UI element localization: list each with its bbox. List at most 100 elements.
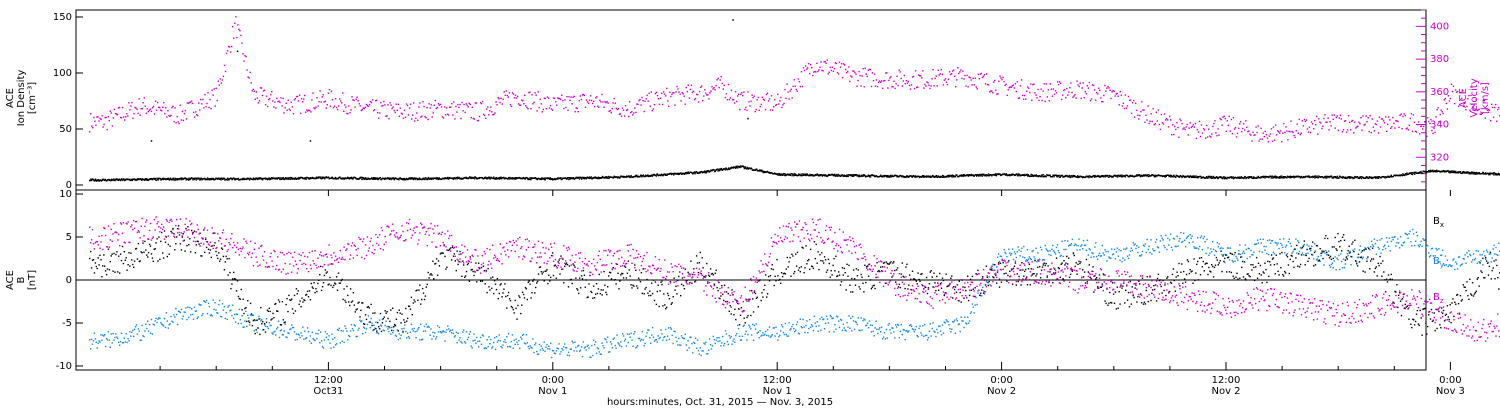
velocity-point bbox=[712, 88, 714, 90]
velocity-point bbox=[401, 113, 404, 115]
by-point bbox=[371, 322, 373, 324]
velocity-point bbox=[861, 75, 863, 77]
density-point bbox=[399, 177, 402, 179]
density-point bbox=[180, 179, 182, 181]
velocity-point bbox=[323, 101, 325, 103]
velocity-point bbox=[439, 103, 442, 106]
velocity-point bbox=[357, 100, 359, 102]
velocity-point bbox=[1107, 85, 1109, 88]
density-point bbox=[551, 179, 554, 181]
velocity-point bbox=[292, 113, 295, 115]
velocity-point bbox=[589, 95, 592, 97]
density-point bbox=[1138, 174, 1141, 176]
velocity-point bbox=[1430, 118, 1432, 121]
density-point bbox=[495, 176, 498, 179]
velocity-point bbox=[186, 102, 189, 104]
by-point bbox=[290, 328, 292, 330]
velocity-point bbox=[625, 109, 628, 112]
velocity-point bbox=[974, 77, 976, 79]
velocity-point bbox=[994, 79, 996, 82]
by-point bbox=[522, 333, 525, 336]
velocity-point bbox=[405, 103, 408, 105]
velocity-point bbox=[125, 116, 127, 118]
density-point bbox=[469, 176, 471, 178]
density-point bbox=[824, 175, 826, 177]
density-point bbox=[901, 176, 903, 178]
by-point bbox=[278, 336, 281, 339]
velocity-point bbox=[130, 105, 132, 107]
velocity-point bbox=[925, 85, 927, 87]
by-point bbox=[450, 332, 453, 334]
by-point bbox=[140, 339, 142, 341]
density-point bbox=[388, 177, 390, 180]
velocity-point bbox=[97, 116, 99, 118]
density-point bbox=[868, 176, 871, 178]
velocity-point bbox=[224, 70, 227, 73]
by-point bbox=[113, 339, 115, 341]
density-point bbox=[1492, 172, 1495, 174]
velocity-point bbox=[353, 99, 355, 102]
velocity-point bbox=[521, 99, 523, 101]
velocity-point bbox=[143, 97, 145, 99]
by-point bbox=[279, 330, 282, 332]
density-point bbox=[625, 176, 627, 178]
velocity-point bbox=[997, 93, 999, 95]
velocity-point bbox=[305, 111, 307, 113]
by-point bbox=[513, 339, 515, 341]
bottom-left-ylabel-line1: ACE bbox=[5, 270, 16, 290]
density-point bbox=[862, 174, 865, 176]
density-outlier-point bbox=[236, 50, 239, 53]
velocity-point bbox=[1230, 118, 1233, 121]
density-point bbox=[1114, 174, 1116, 176]
density-point bbox=[1452, 171, 1454, 174]
bottom-left-ytick-label: -5 bbox=[62, 318, 72, 329]
velocity-point bbox=[328, 89, 331, 91]
density-point bbox=[935, 175, 937, 178]
density-point bbox=[1442, 170, 1444, 173]
by-point bbox=[110, 333, 112, 335]
velocity-point bbox=[1340, 118, 1343, 120]
velocity-point bbox=[320, 101, 322, 103]
velocity-point bbox=[330, 90, 333, 92]
density-point bbox=[664, 174, 666, 176]
by-point bbox=[508, 345, 511, 348]
velocity-point bbox=[1424, 121, 1426, 123]
density-point bbox=[361, 176, 364, 179]
by-point bbox=[541, 347, 543, 350]
density-point bbox=[665, 173, 667, 175]
velocity-point bbox=[1404, 114, 1406, 117]
density-point bbox=[1417, 171, 1419, 174]
velocity-point bbox=[624, 105, 627, 107]
velocity-point bbox=[1073, 95, 1075, 97]
velocity-point bbox=[1422, 128, 1424, 130]
by-point bbox=[183, 311, 185, 313]
by-point bbox=[287, 332, 289, 334]
velocity-point bbox=[458, 106, 460, 108]
density-point bbox=[1449, 172, 1451, 174]
velocity-point bbox=[1343, 120, 1346, 122]
velocity-point bbox=[1118, 104, 1120, 106]
density-point bbox=[694, 173, 696, 175]
velocity-point bbox=[1354, 121, 1356, 123]
by-point bbox=[296, 338, 298, 341]
velocity-point bbox=[756, 99, 758, 101]
velocity-point bbox=[602, 101, 604, 103]
velocity-point bbox=[461, 101, 463, 104]
velocity-point bbox=[1057, 83, 1060, 86]
velocity-point bbox=[326, 104, 328, 106]
velocity-point bbox=[1274, 124, 1277, 126]
density-point bbox=[122, 179, 124, 181]
velocity-point bbox=[1335, 116, 1337, 119]
density-point bbox=[1248, 177, 1250, 179]
velocity-point bbox=[1346, 129, 1349, 131]
velocity-point bbox=[789, 90, 791, 92]
velocity-point bbox=[361, 108, 363, 111]
by-point bbox=[245, 310, 247, 313]
velocity-point bbox=[1496, 120, 1498, 123]
velocity-point bbox=[417, 119, 419, 121]
density-point bbox=[363, 177, 365, 179]
by-point bbox=[394, 334, 397, 337]
density-point bbox=[941, 176, 943, 178]
by-point bbox=[505, 341, 507, 344]
density-point bbox=[1212, 177, 1214, 179]
